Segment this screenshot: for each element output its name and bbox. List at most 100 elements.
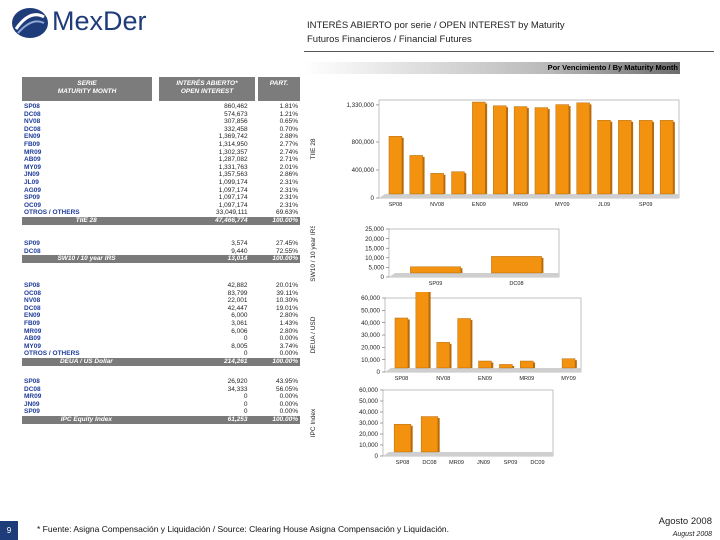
x-tick-label: SP09 [504,460,518,466]
sw10-chart: 0 5,000 10,000 15,000 20,000 25,000 SW10 / 10 … [310,226,560,287]
y-tick-label: 25,000 [365,226,384,233]
serie-cell: OTROS / OTHERS [24,350,80,358]
x-tick-label: SP08 [395,376,409,382]
oi-cell: 1,331,763 [218,163,248,171]
table-row: SP08 26,920 43.95% [22,378,300,386]
oi-cell: 860,462 [224,103,248,110]
x-tick-label: EN09 [472,202,486,208]
table-row: DC08 34,333 56.05% [22,386,300,394]
serie-cell: DC08 [24,385,41,393]
ipc-chart: 0 10,000 20,000 30,000 40,000 50,000 60,000 IPC… [310,387,554,466]
table-row: DC08 574,673 1.21% [22,111,300,119]
part-cell: 56.05% [275,385,298,393]
total-oi: 61,253 [150,415,250,424]
table-row: DC08 42,447 19.01% [22,305,300,313]
x-tick-label: MR09 [513,202,528,208]
table-row: EN09 6,000 2.80% [22,312,300,320]
bar-side [401,137,404,194]
oi-cell: 1,097,174 [218,201,248,209]
serie-cell: DC08 [24,304,41,312]
bar [420,416,439,453]
serie-cell: MY09 [24,342,41,350]
serie-cell: DC08 [24,247,41,255]
y-tick-label: 0 [381,274,385,281]
section-band-label: Por Vencimiento / By Maturity Month [547,63,678,72]
table-row: EN09 1,369,742 2.88% [22,133,300,141]
bar [639,120,653,195]
mexder-logo [12,8,48,38]
y-tick-label: 50,000 [361,308,380,315]
bar [451,171,465,195]
serie-cell: FB09 [24,319,40,327]
plot-floor [379,194,679,198]
bar-side [449,343,452,368]
bar-side [407,319,410,368]
serie-cell: SP09 [24,240,40,247]
y-tick-label: 10,000 [359,442,378,449]
total-row: SW10 / 10 year IRS 13,014 100.00% [22,255,300,263]
table-row: MR09 6,006 2.80% [22,328,300,336]
y-tick-label: 20,000 [359,431,378,438]
bar [409,155,423,195]
part-cell: 0.70% [279,125,298,133]
y-tick-label: 0 [375,453,379,460]
part-cell: 0.00% [279,393,298,401]
bar-side [460,268,463,273]
oi-cell: 1,369,742 [218,133,248,141]
part-cell: 69.63% [275,209,298,217]
oi-cell: 0 [243,335,248,343]
part-cell: 39.11% [276,289,298,297]
part-cell: 0.65% [279,118,298,126]
bar-side [437,418,440,452]
y-tick-label: 5,000 [369,265,385,272]
serie-cell: SP08 [24,378,40,385]
oi-cell: 332,458 [224,125,248,133]
part-cell: 2.71% [279,156,298,164]
bar-side [512,365,515,368]
y-tick-label: 40,000 [361,320,380,327]
y-tick-label: 20,000 [365,236,384,243]
date-english: August 2008 [672,531,712,538]
bar [457,318,471,369]
serie-cell: EN09 [24,312,41,320]
bar-side [422,156,425,194]
bar-side [547,109,550,194]
y-axis-label: SW10 / 10 year IRS [310,226,317,282]
y-axis-label: TIIE 28 [310,138,317,159]
oi-cell: 307,856 [224,118,248,126]
serie-cell: JN09 [24,171,40,179]
oi-cell: 1,099,174 [218,178,248,186]
y-tick-label: 60,000 [359,387,378,394]
tiie-chart: 0 400,000 800,000 1,330,000 TIIE 28 SP08 NV08 E… [310,99,680,208]
plot-floor [383,452,553,456]
table-row: SP09 0 0.00% [22,408,300,416]
serie-cell: SP09 [24,408,40,416]
total-part: 100.00% [249,415,300,424]
bar [520,360,534,369]
part-cell: 19.01% [275,304,298,312]
table-row: MY09 8,005 3.74% [22,343,300,351]
oi-cell: 6,006 [231,327,248,335]
total-label: DEUA / US Dollar [22,357,151,366]
serie-cell: JL09 [24,178,39,186]
y-tick-label: 0 [371,195,375,202]
table-header: SERIE MATURITY MONTH INTERÉS ABIERTO* OP… [22,77,300,101]
x-tick-label: MY09 [555,202,570,208]
total-part: 100.00% [249,357,300,366]
total-oi: 214,261 [150,357,250,366]
bar [493,105,507,195]
bar-side [506,107,508,194]
table-row: MR09 1,302,357 2.74% [22,149,300,157]
table-row: AB09 1,287,082 2.71% [22,156,300,164]
y-tick-label: 15,000 [365,245,384,252]
total-label: IPC Equity Index [22,415,151,424]
col-part-header: PART. [258,77,300,101]
oi-cell: 0 [243,393,248,401]
plot-floor [389,273,559,277]
serie-cell: AG09 [24,186,41,194]
oi-cell: 1,357,563 [218,171,248,179]
y-tick-label: 400,000 [352,167,375,174]
table-row: OTROS / OTHERS 33,049,111 69.63% [22,209,300,217]
serie-cell: MR09 [24,393,42,401]
part-cell: 0.00% [279,335,298,343]
